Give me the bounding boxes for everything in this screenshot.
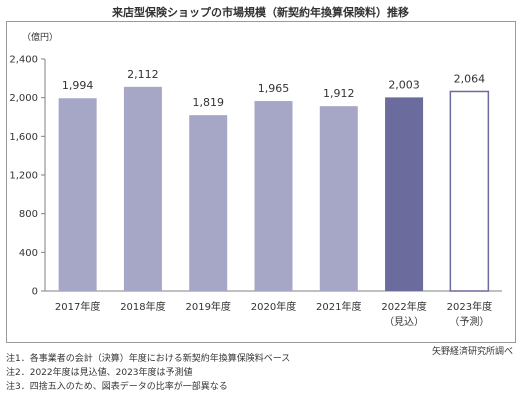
x-category-label: 2018年度 xyxy=(120,300,165,313)
bar-value-label: 1,912 xyxy=(323,87,355,100)
x-category-sublabel: （見込） xyxy=(384,316,424,328)
x-category-label: 2017年度 xyxy=(55,300,100,313)
bar-2017年度 xyxy=(58,98,97,291)
y-tick-label: 800 xyxy=(19,209,38,220)
bar-2022年度 xyxy=(385,97,424,291)
x-category-label: 2023年度 xyxy=(447,300,492,313)
y-tick-label: 1,600 xyxy=(9,132,38,143)
footnote-2: 注2．2022年度は見込値、2023年度は予測値 xyxy=(6,368,193,378)
bar-2020年度 xyxy=(254,101,293,291)
bar-value-label: 2,003 xyxy=(388,78,420,91)
bar-2018年度 xyxy=(123,86,162,291)
y-tick-label: 2,400 xyxy=(9,55,38,66)
y-axis-unit: （億円） xyxy=(22,33,59,43)
y-tick-label: 2,000 xyxy=(9,93,38,104)
x-category-label: 2022年度 xyxy=(381,300,426,313)
bar-value-label: 1,994 xyxy=(62,79,94,92)
y-tick-label: 400 xyxy=(19,248,38,259)
source-credit: 矢野経済研究所調べ xyxy=(431,347,513,357)
x-category-label: 2021年度 xyxy=(316,300,361,313)
bar-value-label: 2,112 xyxy=(127,68,159,81)
x-category-label: 2020年度 xyxy=(251,300,296,313)
bar-value-label: 2,064 xyxy=(454,72,486,85)
x-category-sublabel: （予測） xyxy=(449,315,489,328)
footnote-1: 注1．各事業者の会計（決算）年度における新契約年換算保険料ベース xyxy=(6,354,291,364)
bar-2023年度 xyxy=(449,90,490,292)
bar-2019年度 xyxy=(189,115,228,291)
y-tick-label: 0 xyxy=(32,287,38,298)
bar-value-label: 1,819 xyxy=(192,96,224,109)
x-category-label: 2019年度 xyxy=(185,300,230,313)
y-tick-label: 1,200 xyxy=(9,171,38,182)
footnote-3: 注3．四捨五入のため、図表データの比率が一部異なる xyxy=(6,382,228,392)
footnotes: 注1．各事業者の会計（決算）年度における新契約年換算保険料ベース 注2．2022… xyxy=(6,352,290,394)
bar-2021年度 xyxy=(319,106,358,291)
chart-title: 来店型保険ショップの市場規模（新契約年換算保険料）推移 xyxy=(112,6,409,19)
bar-value-label: 1,965 xyxy=(258,82,290,95)
